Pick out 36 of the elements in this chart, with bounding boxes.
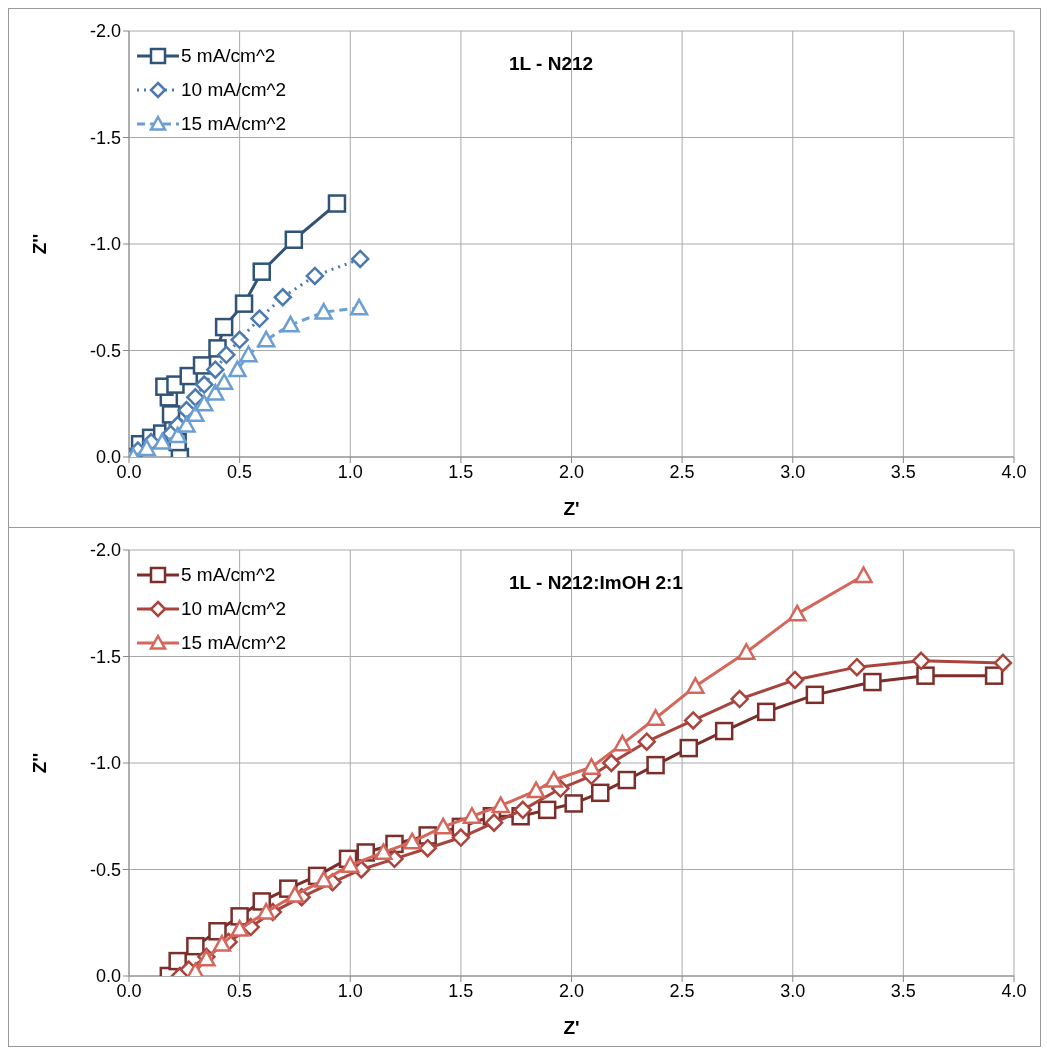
y-axis-title: Z'': [28, 233, 50, 255]
y-tick-label: -1.0: [89, 234, 121, 255]
x-tick-label: 3.0: [780, 461, 806, 482]
y-tick-label: -1.0: [89, 753, 121, 774]
x-tick-label: 4.0: [1001, 461, 1027, 482]
legend-label: 15 mA/cm^2: [181, 632, 287, 654]
x-tick-label: 0.5: [227, 461, 253, 482]
y-tick-label: -2.0: [89, 21, 121, 42]
x-tick-label: 0.5: [227, 980, 253, 1001]
x-tick-label: 2.0: [558, 461, 585, 482]
x-tick-label: 2.5: [669, 461, 695, 482]
y-tick-label: -1.5: [89, 127, 121, 148]
legend-label: 5 mA/cm^2: [181, 45, 276, 67]
x-tick-label: 2.0: [558, 980, 585, 1001]
x-tick-label: 3.5: [890, 461, 916, 482]
x-tick-label: 3.0: [780, 980, 806, 1001]
x-axis-title: Z': [563, 498, 580, 519]
y-tick-label: -2.0: [89, 540, 121, 561]
legend-label: 5 mA/cm^2: [181, 564, 276, 586]
y-tick-label: -1.5: [89, 646, 121, 667]
text: 1L - N212: [509, 53, 594, 75]
text: 1L - N212:ImOH 2:1: [509, 572, 683, 594]
x-tick-label: 4.0: [1001, 980, 1027, 1001]
x-tick-label: 1.0: [337, 461, 363, 482]
y-tick-label: -0.5: [89, 340, 121, 361]
legend-label: 10 mA/cm^2: [181, 79, 287, 101]
y-tick-label: -0.5: [89, 859, 121, 880]
x-tick-label: 2.5: [669, 980, 695, 1001]
x-tick-label: 1.5: [448, 461, 474, 482]
x-tick-label: 1.5: [448, 980, 474, 1001]
x-tick-label: 3.5: [890, 980, 916, 1001]
x-tick-label: 1.0: [337, 980, 363, 1001]
legend-label: 10 mA/cm^2: [181, 598, 287, 620]
y-axis-title: Z'': [28, 752, 50, 774]
legend-label: 15 mA/cm^2: [181, 113, 287, 135]
x-axis-title: Z': [563, 1017, 580, 1038]
